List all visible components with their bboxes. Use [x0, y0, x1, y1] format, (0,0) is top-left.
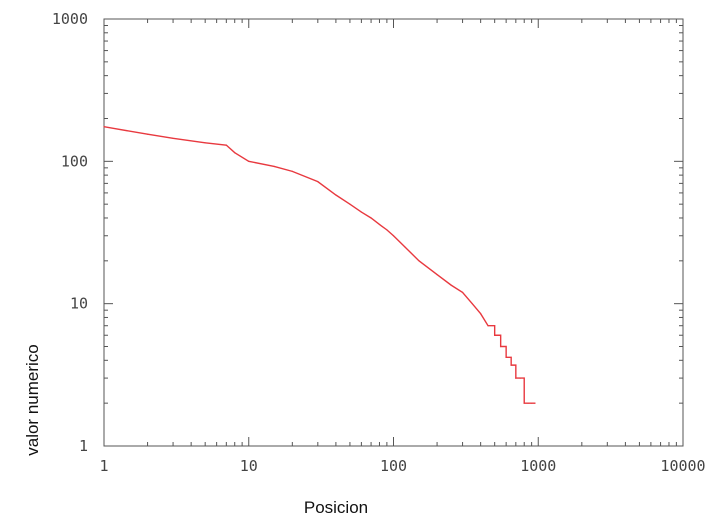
data-point: [404, 246, 406, 248]
data-point: [204, 142, 206, 144]
data-point: [370, 217, 372, 219]
data-point: [494, 334, 496, 336]
x-tick-label: 10: [240, 457, 258, 475]
data-point: [349, 203, 351, 205]
data-point: [317, 181, 319, 183]
data-point: [225, 144, 227, 146]
data-point: [510, 364, 512, 366]
series-layer: [103, 126, 536, 404]
x-tick-label: 100: [380, 457, 407, 475]
data-point: [378, 223, 381, 226]
data-point: [515, 377, 517, 379]
data-point: [392, 235, 395, 237]
data-point: [527, 402, 529, 404]
x-tick-label: 10000: [660, 457, 705, 475]
data-point: [523, 402, 525, 404]
data-point: [386, 229, 388, 231]
data-point: [519, 377, 521, 379]
data-point: [360, 211, 362, 213]
x-tick-label: 1000: [520, 457, 556, 475]
y-tick-label: 1000: [52, 10, 88, 28]
data-point: [534, 402, 536, 404]
data-point: [436, 274, 438, 276]
y-tick-label: 10: [70, 295, 88, 313]
data-point: [487, 325, 489, 327]
data-point: [291, 170, 293, 172]
data-point: [273, 165, 275, 168]
data-point: [103, 126, 105, 128]
data-point: [146, 133, 149, 135]
tick-labels: 1 10 100 1000 10000 1 10 100 1000: [52, 10, 706, 475]
data-point: [500, 345, 502, 348]
data-point: [531, 402, 533, 404]
y-axis-title: valor numerico: [23, 344, 42, 456]
data-point: [335, 194, 337, 196]
data-point: [248, 160, 250, 162]
data-point: [505, 356, 507, 358]
y-tick-label: 1: [79, 437, 88, 455]
plot-frame: [103, 18, 684, 447]
data-point: [471, 303, 473, 305]
data-point: [480, 313, 482, 315]
x-tick-label: 1: [99, 457, 108, 475]
x-axis-title: Posicion: [304, 498, 368, 517]
data-point: [450, 284, 452, 286]
y-tick-label: 100: [61, 152, 88, 170]
axes-layer: [103, 18, 684, 447]
data-point: [172, 137, 174, 139]
series-line: [103, 126, 536, 404]
data-point: [461, 291, 464, 293]
data-point: [418, 260, 420, 262]
data-point: [234, 152, 236, 154]
